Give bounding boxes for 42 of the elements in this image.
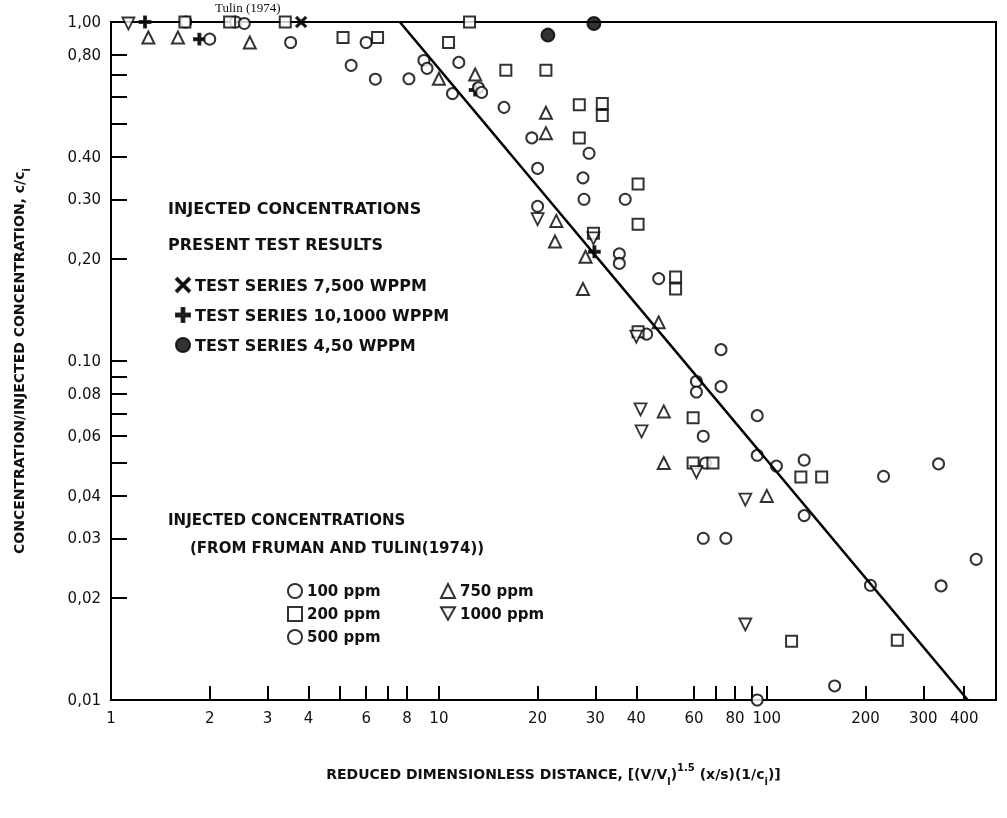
x-tick-label: 30 xyxy=(585,708,605,727)
y-tick-label: 1,00 xyxy=(67,13,101,31)
annotation: PRESENT TEST RESULTS xyxy=(168,234,383,254)
x-tick-label: 40 xyxy=(626,708,646,727)
y-tick-label: 0.10 xyxy=(67,352,101,370)
x-tick-label: 20 xyxy=(528,708,548,727)
y-tick-label: 0.40 xyxy=(67,147,101,166)
y-tick-label: 0,80 xyxy=(67,45,101,64)
legend-label: 750 ppm xyxy=(460,582,534,600)
legend-label: TEST SERIES 10,1000 WPPM xyxy=(195,305,450,325)
y-axis-title: CONCENTRATION/INJECTED CONCENTRATION, c/ci xyxy=(11,168,32,554)
x-tick-label: 10 xyxy=(429,708,449,727)
x-tick-label: 8 xyxy=(402,708,412,727)
y-tick-label: 0,04 xyxy=(67,486,101,505)
y-tick-label: 0,01 xyxy=(67,691,101,709)
y-tick-label: 0,20 xyxy=(67,249,101,268)
annotation: INJECTED CONCENTRATIONS xyxy=(168,510,406,529)
text: Tulin (1974) xyxy=(215,0,281,15)
x-tick-label: 100 xyxy=(752,708,782,727)
x-tick-label: 2 xyxy=(204,708,215,727)
annotation: (FROM FRUMAN AND TULIN(1974)) xyxy=(190,538,485,557)
x-tick-label: 4 xyxy=(303,708,314,727)
x-tick-label: 6 xyxy=(361,708,371,727)
y-tick-label: 0.08 xyxy=(67,384,101,403)
annotation: INJECTED CONCENTRATIONS xyxy=(168,198,422,218)
x-tick-label: 3 xyxy=(262,708,273,727)
legend-label: 500 ppm xyxy=(307,628,381,646)
x-tick-label: 200 xyxy=(851,708,880,727)
legend-label: TEST SERIES 4,50 WPPM xyxy=(195,335,416,355)
x-tick-label: 1 xyxy=(106,708,116,727)
y-tick-label: 0.30 xyxy=(67,190,101,209)
legend-label: TEST SERIES 7,500 WPPM xyxy=(195,275,427,295)
x-tick-label: 80 xyxy=(725,708,745,727)
legend-label: 200 ppm xyxy=(307,605,381,623)
x-tick-label: 300 xyxy=(908,708,938,727)
y-tick-label: 0,06 xyxy=(67,427,101,446)
x-tick-label: 400 xyxy=(949,708,979,727)
y-tick-label: 0.03 xyxy=(67,529,101,548)
legend-label: 1000 ppm xyxy=(460,604,545,623)
y-tick-label: 0,02 xyxy=(67,588,101,607)
x-tick-label: 60 xyxy=(684,708,704,727)
legend-label: 100 ppm xyxy=(307,582,381,600)
